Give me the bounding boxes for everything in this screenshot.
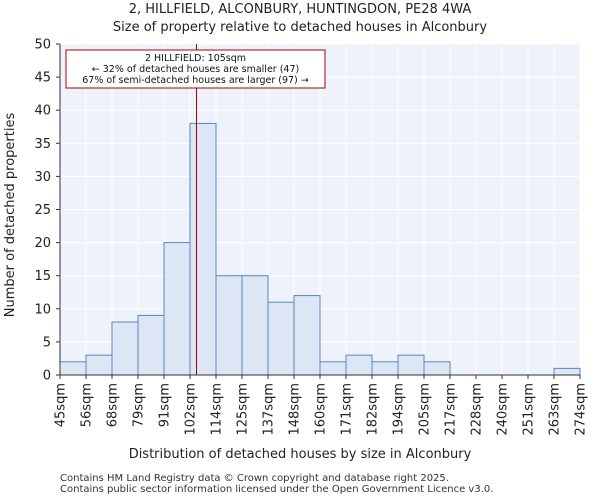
y-axis: 0 5 10 15 20 25 30 35 40 45 50 [34, 38, 61, 384]
bar-91sqm [163, 242, 191, 376]
y-tick-label: 40 [34, 104, 51, 119]
x-tick-label: 114sqm [210, 383, 225, 436]
x-tick-label: 251sqm [522, 383, 537, 436]
bar-45sqm [59, 361, 87, 376]
bar-114sqm [215, 275, 243, 376]
x-tick-label: 79sqm [132, 383, 147, 427]
x-tick-label: 263sqm [548, 383, 563, 436]
x-tick-label: 274sqm [574, 383, 589, 436]
y-tick-label: 35 [34, 137, 51, 152]
x-tick-label: 137sqm [262, 383, 277, 436]
x-tick-label: 125sqm [236, 383, 251, 436]
y-tick-label: 25 [34, 203, 51, 218]
chart-title-block: 2, HILLFIELD, ALCONBURY, HUNTINGDON, PE2… [0, 1, 600, 37]
annotation-line-2: ← 32% of detached houses are smaller (47… [92, 64, 299, 75]
y-tick-label: 30 [34, 170, 51, 185]
x-tick-label: 148sqm [288, 383, 303, 436]
bar-194sqm [397, 354, 425, 376]
y-tick-label: 15 [34, 269, 51, 284]
x-tick-label: 228sqm [470, 383, 485, 436]
y-tick-label: 5 [43, 335, 51, 350]
x-tick-label: 194sqm [392, 383, 407, 436]
y-tick-label: 20 [34, 236, 51, 251]
bar-102sqm [189, 122, 217, 376]
bar-160sqm [319, 361, 347, 376]
bar-79sqm [137, 314, 165, 376]
x-tick-label: 217sqm [444, 383, 459, 436]
y-tick-label: 50 [34, 38, 51, 53]
x-tick-label: 45sqm [54, 383, 69, 427]
annotation-line-3: 67% of semi-detached houses are larger (… [82, 75, 309, 86]
bar-137sqm [267, 301, 295, 376]
y-tick-label: 0 [43, 369, 51, 384]
annotation-border [65, 49, 326, 89]
bar-263sqm [553, 367, 581, 376]
x-tick-label: 56sqm [80, 383, 95, 427]
bar-56sqm [85, 354, 113, 376]
bar-68sqm [111, 321, 139, 376]
x-tick-label: 182sqm [366, 383, 381, 436]
x-axis: 45sqm 56sqm 68sqm 79sqm 91sqm 102sqm 114sqm 125… [54, 374, 589, 436]
bar-171sqm [345, 354, 373, 376]
footer-line-2: Contains public sector information licen… [60, 484, 494, 495]
x-tick-label: 68sqm [106, 383, 121, 427]
x-tick-label: 205sqm [418, 383, 433, 436]
annotation-box: 2 HILLFIELD: 105sqm ← 32% of detached ho… [65, 49, 326, 89]
x-axis-label: Distribution of detached houses by size … [129, 447, 472, 462]
footer-line-1: Contains HM Land Registry data © Crown c… [60, 473, 449, 484]
bar-148sqm [293, 295, 321, 376]
y-tick-label: 45 [34, 71, 51, 86]
x-tick-label: 91sqm [158, 383, 173, 427]
annotation-line-1: 2 HILLFIELD: 105sqm [145, 53, 246, 64]
chart-title: 2, HILLFIELD, ALCONBURY, HUNTINGDON, PE2… [128, 2, 472, 17]
x-tick-label: 171sqm [340, 383, 355, 436]
chart-subtitle: Size of property relative to detached ho… [112, 20, 488, 35]
x-tick-label: 102sqm [184, 383, 199, 436]
y-tick-label: 10 [34, 302, 51, 317]
x-tick-label: 160sqm [314, 383, 329, 436]
bar-182sqm [371, 361, 399, 376]
bar-125sqm [241, 275, 269, 376]
x-tick-label: 240sqm [496, 383, 511, 436]
attribution-footer: Contains HM Land Registry data © Crown c… [60, 473, 493, 495]
y-axis-label: Number of detached properties [3, 113, 18, 318]
bar-205sqm [423, 361, 451, 376]
